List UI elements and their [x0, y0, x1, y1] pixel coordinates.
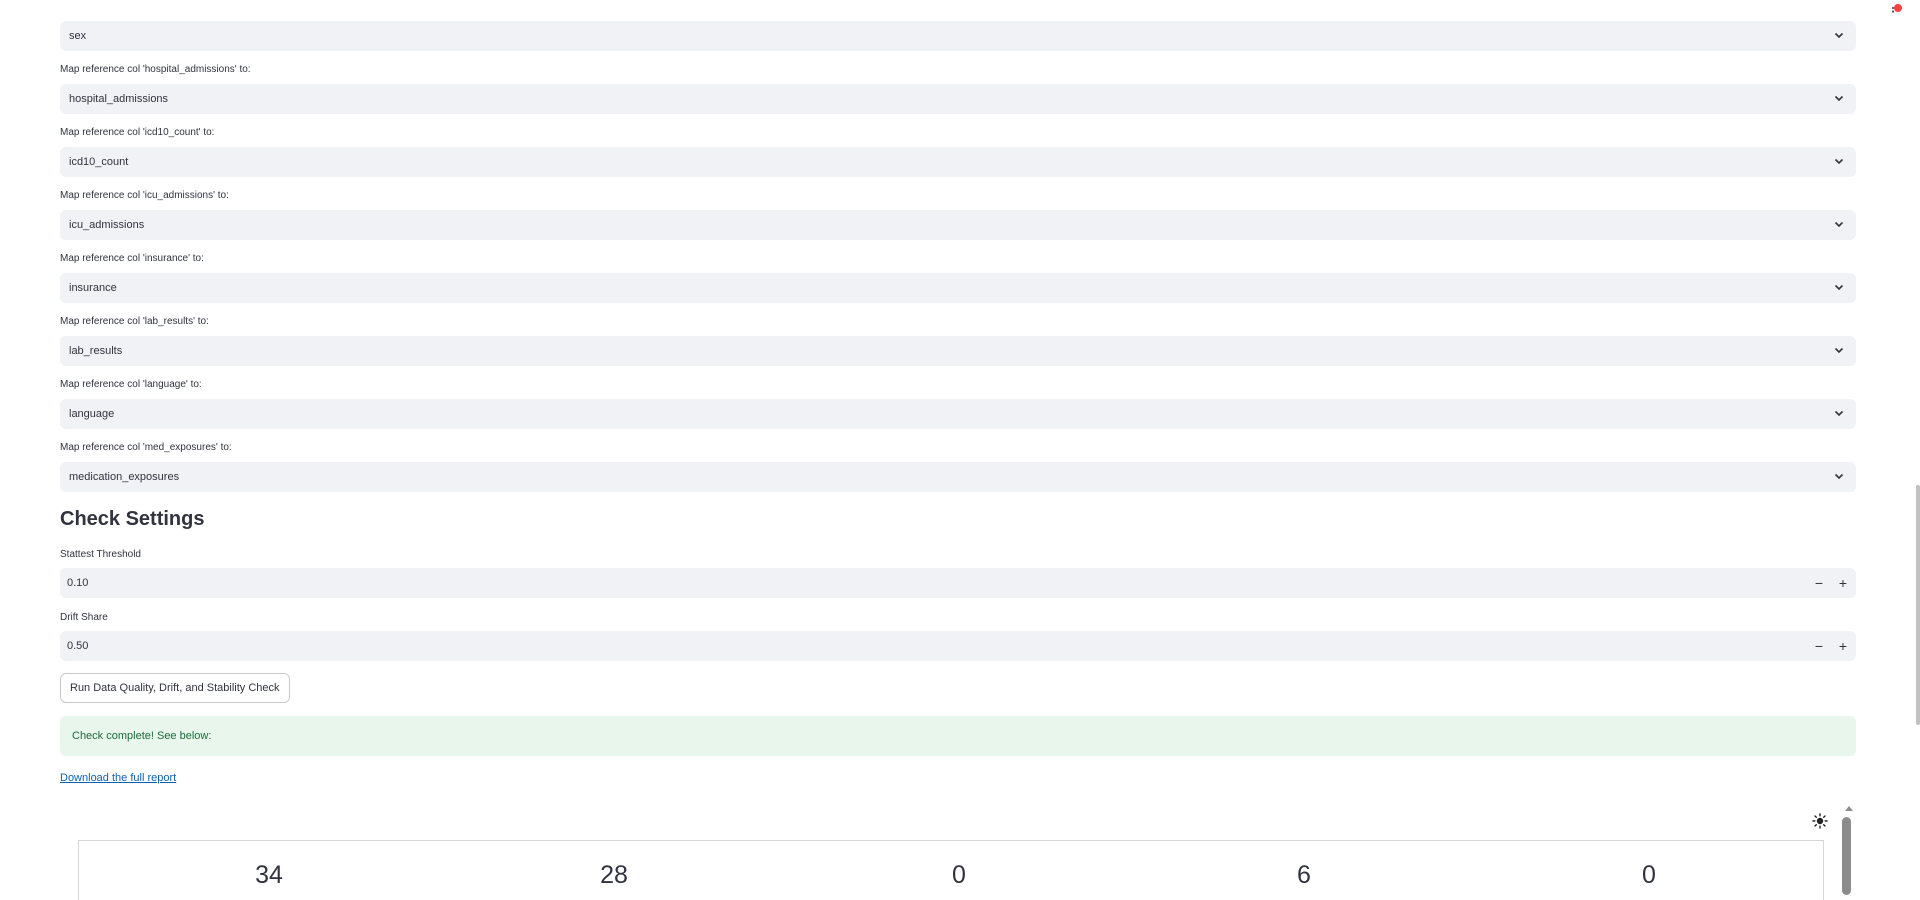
select-value: insurance: [69, 282, 117, 294]
page-scrollbar-thumb[interactable]: [1916, 485, 1920, 725]
mapping-label-language: Map reference col 'language' to:: [60, 379, 202, 390]
chevron-down-icon: [1834, 347, 1844, 354]
chevron-down-icon: [1834, 284, 1844, 291]
success-message: Check complete! See below:: [72, 730, 212, 742]
download-report-link[interactable]: Download the full report: [60, 772, 177, 784]
increment-button[interactable]: +: [1838, 638, 1848, 654]
select-value: lab_results: [69, 345, 123, 357]
success-alert: Check complete! See below:: [60, 716, 1856, 756]
select-lab-results[interactable]: lab_results: [60, 336, 1856, 366]
decrement-button[interactable]: −: [1814, 638, 1824, 654]
metric-value: 34: [255, 861, 283, 889]
select-value: language: [69, 408, 115, 420]
select-language[interactable]: language: [60, 399, 1856, 429]
select-icu-admissions[interactable]: icu_admissions: [60, 210, 1856, 240]
report-scrollbar-thumb[interactable]: [1842, 817, 1851, 895]
drift-share-input[interactable]: 0.50 − +: [60, 631, 1856, 661]
stattest-threshold-input[interactable]: 0.10 − +: [60, 568, 1856, 598]
chevron-down-icon: [1834, 410, 1844, 417]
running-status-icon: [1891, 4, 1902, 13]
mapping-label-med-exposures: Map reference col 'med_exposures' to:: [60, 442, 232, 453]
scroll-up-arrow-icon[interactable]: [1842, 803, 1856, 813]
select-value: medication_exposures: [69, 471, 180, 483]
run-check-button[interactable]: Run Data Quality, Drift, and Stability C…: [60, 673, 290, 703]
report-summary-panel: 34 28 0 6 0: [78, 840, 1824, 900]
decrement-button[interactable]: −: [1814, 575, 1824, 591]
select-value: hospital_admissions: [69, 93, 169, 105]
chevron-down-icon: [1834, 95, 1844, 102]
stattest-threshold-label: Stattest Threshold: [60, 549, 141, 560]
select-med-exposures[interactable]: medication_exposures: [60, 462, 1856, 492]
increment-button[interactable]: +: [1838, 575, 1848, 591]
chevron-down-icon: [1834, 473, 1844, 480]
drift-share-label: Drift Share: [60, 612, 108, 623]
select-sex[interactable]: sex: [60, 21, 1856, 51]
chevron-down-icon: [1834, 158, 1844, 165]
mapping-label-hospital-admissions: Map reference col 'hospital_admissions' …: [60, 64, 251, 75]
metric-value: 6: [1297, 861, 1311, 889]
chevron-down-icon: [1834, 221, 1844, 228]
drift-share-value[interactable]: 0.50: [67, 640, 89, 652]
page-scrollbar[interactable]: [1908, 0, 1920, 895]
stattest-threshold-value[interactable]: 0.10: [67, 577, 89, 589]
metric-value: 28: [600, 861, 628, 889]
metric-value: 0: [952, 861, 966, 889]
metric-value: 0: [1642, 861, 1656, 889]
check-settings-heading: Check Settings: [60, 508, 205, 530]
mapping-label-icu-admissions: Map reference col 'icu_admissions' to:: [60, 190, 229, 201]
select-icd10-count[interactable]: icd10_count: [60, 147, 1856, 177]
select-insurance[interactable]: insurance: [60, 273, 1856, 303]
mapping-label-icd10-count: Map reference col 'icd10_count' to:: [60, 127, 215, 138]
chevron-down-icon: [1834, 32, 1844, 39]
select-value: icd10_count: [69, 156, 129, 168]
mapping-label-insurance: Map reference col 'insurance' to:: [60, 253, 204, 264]
select-hospital-admissions[interactable]: hospital_admissions: [60, 84, 1856, 114]
sun-icon[interactable]: [1812, 813, 1828, 829]
select-value: icu_admissions: [69, 219, 145, 231]
select-value: sex: [69, 30, 87, 42]
mapping-label-lab-results: Map reference col 'lab_results' to:: [60, 316, 209, 327]
